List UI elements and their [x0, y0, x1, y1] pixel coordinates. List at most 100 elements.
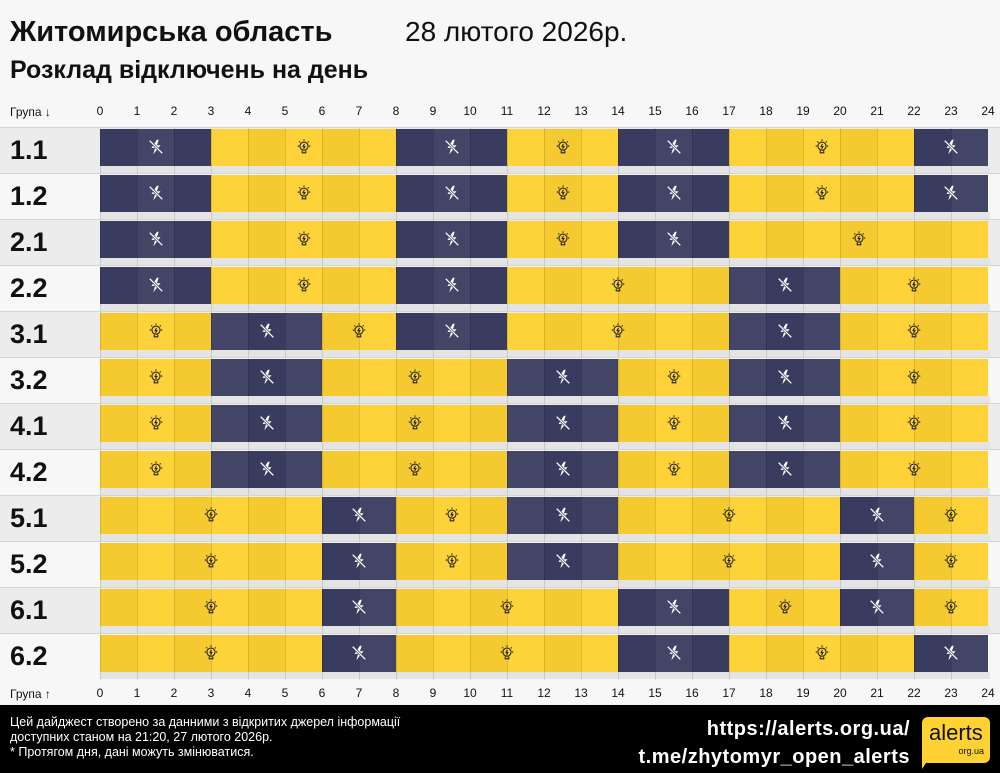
grid-line	[581, 358, 582, 404]
lightbulb-icon	[813, 138, 831, 156]
lightbulb-icon	[202, 506, 220, 524]
lightbulb-icon	[942, 598, 960, 616]
group-row: 2.1	[0, 219, 1000, 266]
grid-line	[507, 634, 508, 680]
hour-tick: 16	[685, 104, 699, 118]
no-power-icon	[147, 138, 165, 156]
lightbulb-icon	[905, 460, 923, 478]
grid-line	[581, 450, 582, 496]
grid-line	[285, 220, 286, 266]
grid-line	[322, 634, 323, 680]
grid-line	[507, 450, 508, 496]
grid-line	[951, 266, 952, 312]
hour-tick: 8	[392, 686, 400, 700]
grid-line	[322, 496, 323, 542]
grid-line	[877, 634, 878, 680]
grid-line	[100, 220, 101, 266]
no-power-icon	[350, 552, 368, 570]
group-label: 1.2	[10, 181, 48, 211]
grid-line	[655, 450, 656, 496]
group-row: 1.2	[0, 173, 1000, 220]
hour-tick: 9	[429, 104, 437, 118]
row-gap	[100, 488, 990, 495]
grid-line	[877, 358, 878, 404]
grid-line	[433, 450, 434, 496]
grid-line	[211, 266, 212, 312]
grid-line	[729, 496, 730, 542]
grid-line	[655, 266, 656, 312]
grid-line	[137, 174, 138, 220]
grid-line	[951, 404, 952, 450]
hour-tick: 0	[96, 686, 104, 700]
hour-tick: 19	[796, 104, 810, 118]
hour-axis-bottom: Група ↑ 0 1 2 3 4 5 6 7 8 9 10 11 12 13 14 15 16 17 18 19 20…	[0, 682, 1000, 706]
row-gap	[100, 580, 990, 587]
hour-tick: 19	[796, 686, 810, 700]
grid-line	[692, 634, 693, 680]
lightbulb-icon	[850, 230, 868, 248]
grid-line	[803, 404, 804, 450]
grid-line	[951, 312, 952, 358]
grid-line	[803, 220, 804, 266]
grid-line	[396, 542, 397, 588]
website-link[interactable]: https://alerts.org.ua/	[706, 718, 910, 740]
hour-tick: 17	[722, 686, 736, 700]
grid-line	[655, 496, 656, 542]
grid-line	[877, 450, 878, 496]
grid-line	[914, 220, 915, 266]
grid-line	[692, 404, 693, 450]
grid-line	[544, 450, 545, 496]
grid-line	[248, 220, 249, 266]
grid-line	[803, 450, 804, 496]
hour-tick: 14	[611, 104, 625, 118]
hour-tick: 18	[759, 686, 773, 700]
grid-line	[137, 634, 138, 680]
grid-line	[692, 496, 693, 542]
grid-line	[174, 496, 175, 542]
grid-line	[914, 266, 915, 312]
grid-line	[655, 174, 656, 220]
lightbulb-icon	[295, 276, 313, 294]
grid-line	[285, 404, 286, 450]
grid-line	[729, 634, 730, 680]
no-power-icon	[258, 322, 276, 340]
grid-line	[470, 496, 471, 542]
grid-line	[507, 358, 508, 404]
grid-line	[359, 588, 360, 634]
telegram-link[interactable]: t.me/zhytomyr_open_alerts	[638, 746, 910, 768]
grid-line	[840, 220, 841, 266]
hour-tick: 12	[537, 686, 551, 700]
grid-line	[433, 174, 434, 220]
grid-line	[692, 588, 693, 634]
grid-line	[507, 312, 508, 358]
group-row: 1.1	[0, 127, 1000, 174]
lightbulb-icon	[443, 506, 461, 524]
grid-line	[729, 128, 730, 174]
grid-line	[877, 588, 878, 634]
grid-line	[840, 266, 841, 312]
no-power-icon	[868, 506, 886, 524]
grid-line	[618, 312, 619, 358]
no-power-icon	[665, 598, 683, 616]
grid-line	[877, 174, 878, 220]
grid-line	[655, 588, 656, 634]
grid-line	[581, 634, 582, 680]
no-power-icon	[350, 598, 368, 616]
grid-line	[396, 496, 397, 542]
grid-line	[470, 266, 471, 312]
no-power-icon	[776, 322, 794, 340]
row-gap	[100, 534, 990, 541]
grid-line	[803, 266, 804, 312]
group-label: 1.1	[10, 135, 48, 165]
grid-line	[803, 634, 804, 680]
lightbulb-icon	[554, 138, 572, 156]
lightbulb-icon	[665, 414, 683, 432]
grid-line	[618, 174, 619, 220]
lightbulb-icon	[665, 368, 683, 386]
grid-line	[877, 220, 878, 266]
grid-line	[914, 542, 915, 588]
grid-line	[655, 220, 656, 266]
group-row: 5.1	[0, 495, 1000, 542]
hour-tick: 20	[833, 104, 847, 118]
grid-line	[914, 450, 915, 496]
